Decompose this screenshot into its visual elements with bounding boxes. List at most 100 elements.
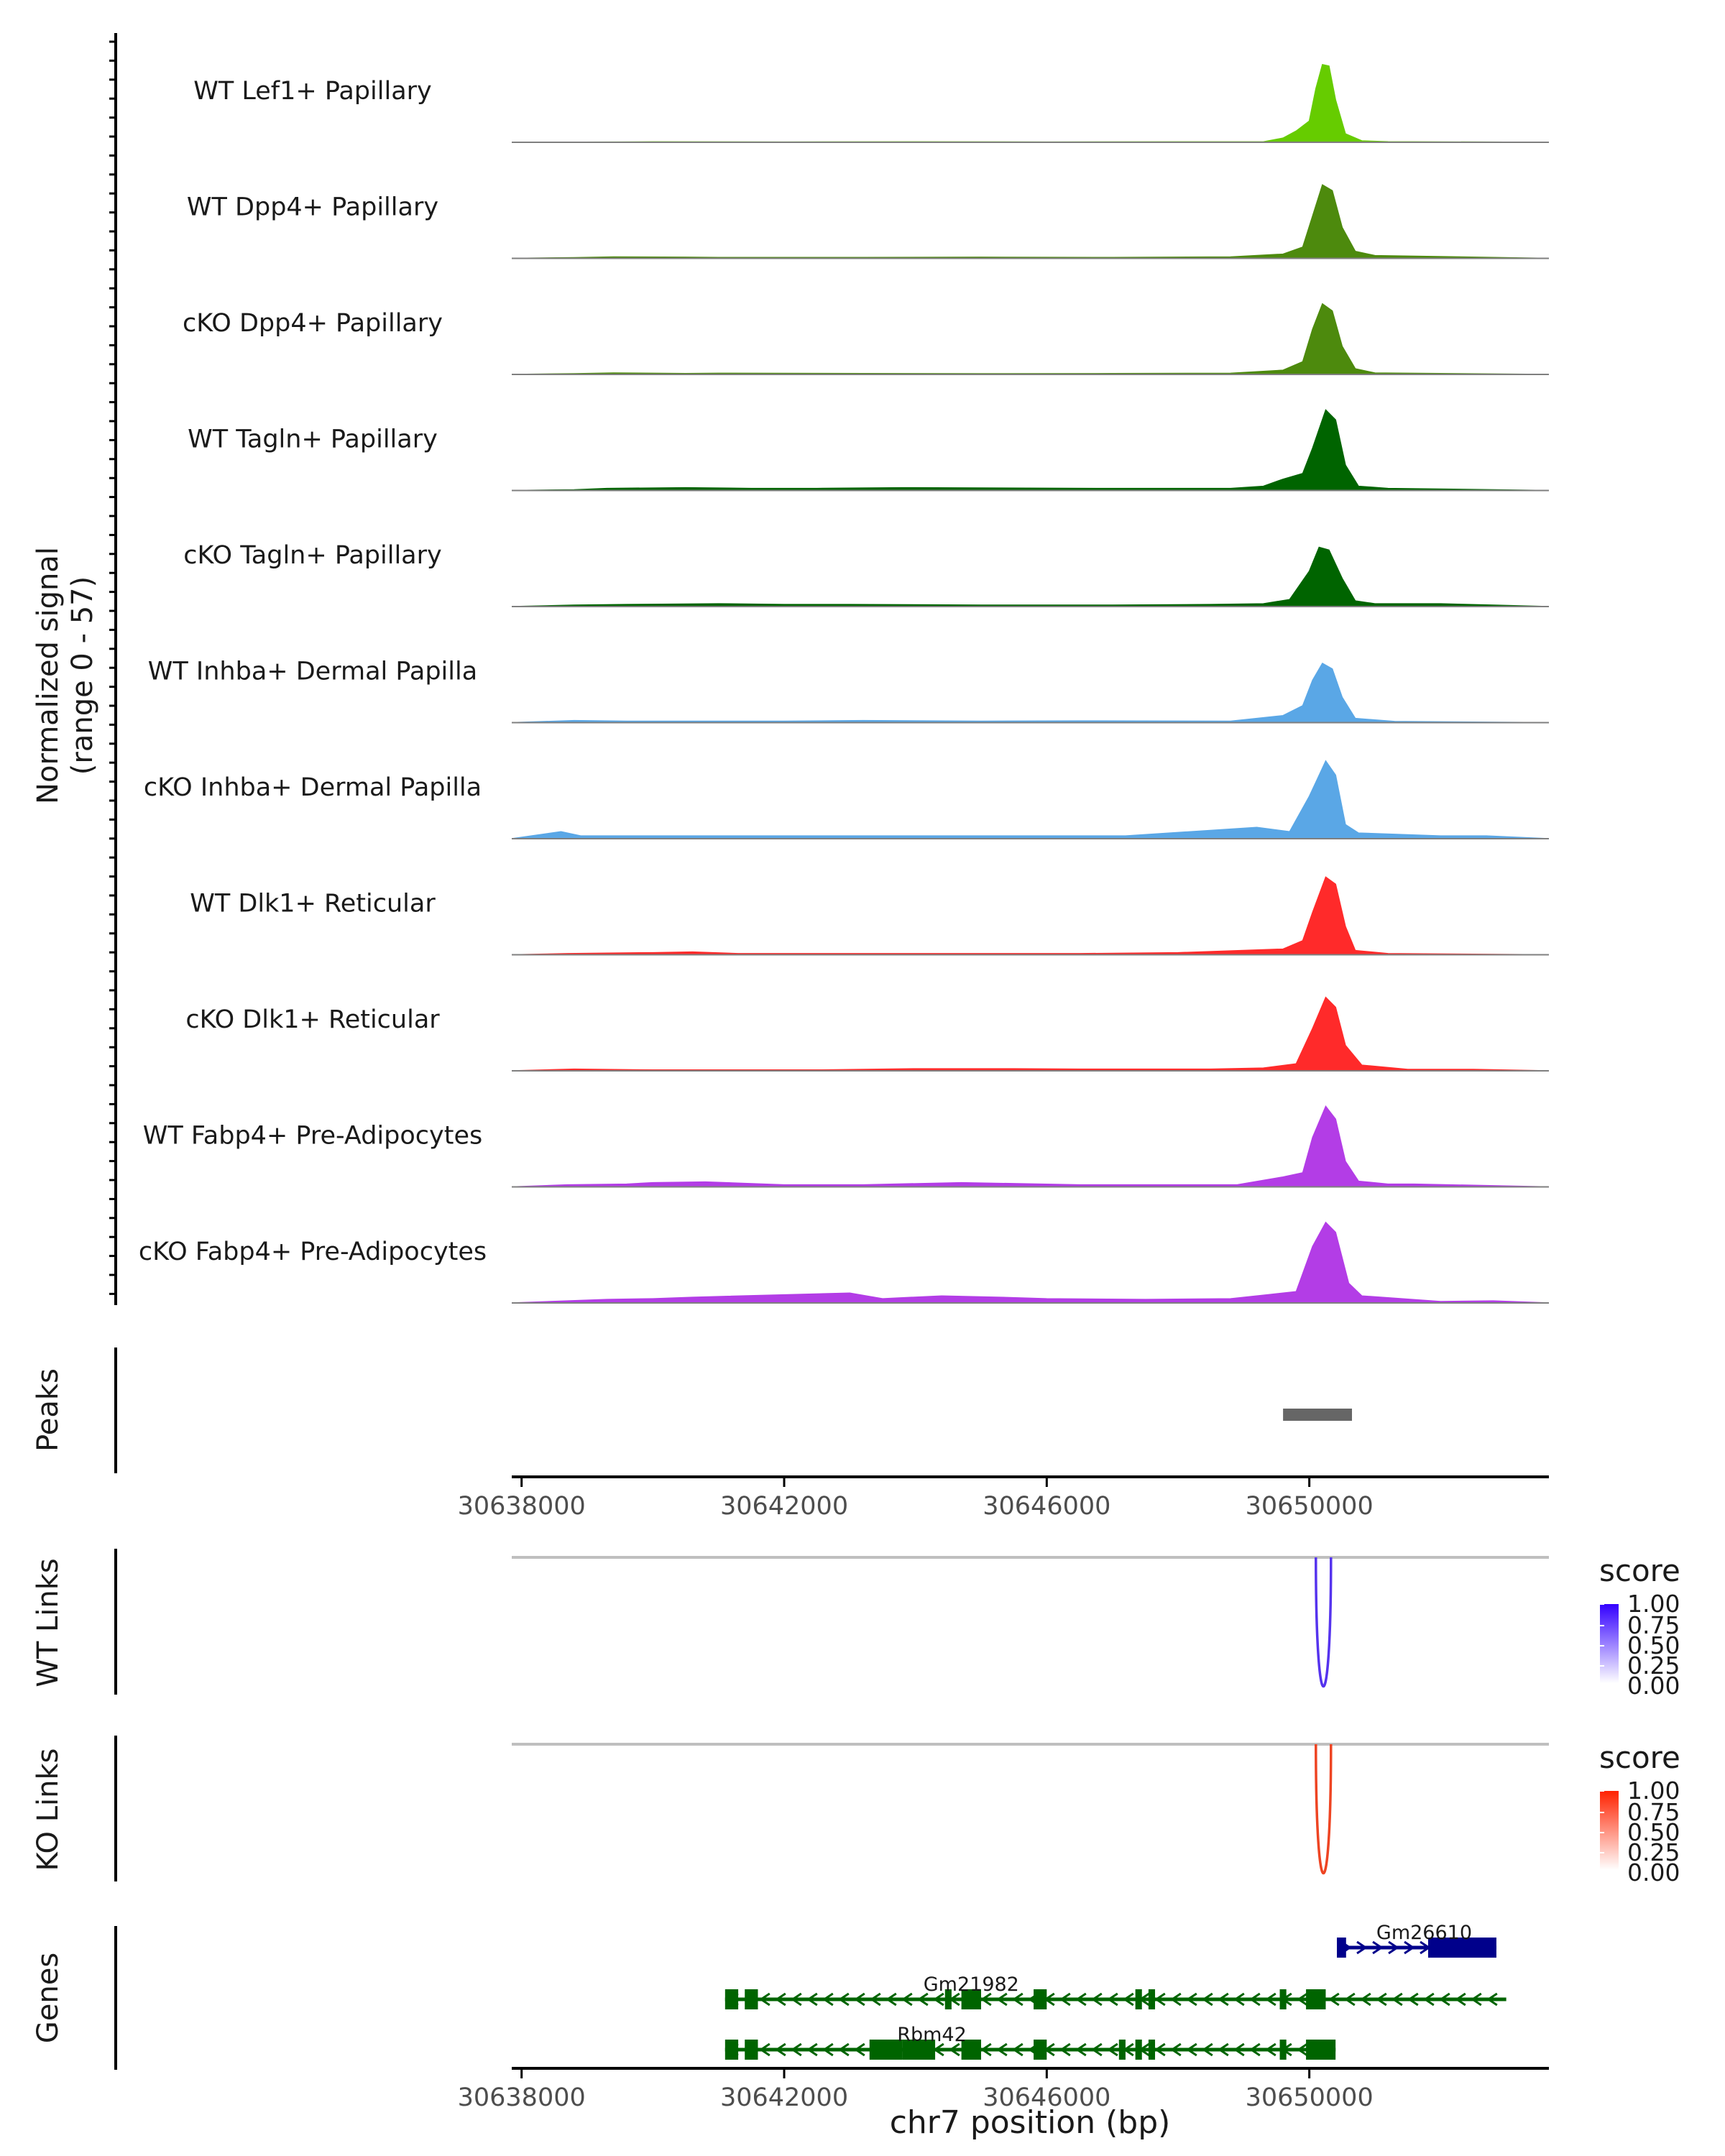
track-label-cko-dlk1-reticular: cKO Dlk1+ Reticular bbox=[185, 1005, 440, 1034]
coverage-area-wt-tagln-papillary bbox=[511, 409, 1550, 492]
gene-strand-arrow bbox=[1388, 1940, 1399, 1955]
gene-strand-arrow bbox=[1186, 2042, 1197, 2057]
peaks-panel: Peaks 30638000 30642000 30646000 30650000 bbox=[32, 1348, 1549, 1521]
gene-strand-arrow bbox=[1091, 2042, 1103, 2057]
gene-strand-arrow bbox=[1075, 1992, 1087, 2007]
gene-exon bbox=[1279, 2040, 1287, 2060]
gene-strand-arrow bbox=[996, 2042, 1008, 2057]
wt-link-arcs bbox=[1315, 1557, 1333, 1687]
gene-strand-arrow bbox=[854, 1992, 865, 2007]
gene-strand-arrow bbox=[838, 1992, 850, 2007]
x-tick-label: 30642000 bbox=[720, 1492, 848, 1521]
gene-strand-arrow bbox=[1218, 1992, 1229, 2007]
gene-strand-arrow bbox=[1328, 1992, 1340, 2007]
gene-exon bbox=[1135, 1989, 1142, 2009]
gene-strand-arrow bbox=[1107, 2042, 1118, 2057]
gene-strand-arrow bbox=[1107, 1992, 1118, 2007]
wt-link-arc bbox=[1315, 1557, 1333, 1687]
track-label-wt-inhba-dermal-papilla: WT Inhba+ Dermal Papilla bbox=[148, 658, 477, 686]
gene-exon bbox=[1135, 2040, 1142, 2060]
gene-exon bbox=[1337, 1938, 1346, 1958]
gene-strand-arrow bbox=[1486, 1992, 1498, 2007]
ko-legend-tick-label: 0.50 bbox=[1627, 1818, 1680, 1846]
gene-strand-arrow bbox=[980, 2042, 992, 2057]
gene-strand-arrow bbox=[1012, 1992, 1024, 2007]
gene-strand-arrow bbox=[1075, 2042, 1087, 2057]
ko-link-arc bbox=[1315, 1743, 1333, 1874]
ko-links-legend-title: score bbox=[1599, 1740, 1680, 1775]
x-tick-label: 30638000 bbox=[458, 2083, 586, 2112]
gene-strand-arrow bbox=[1154, 1992, 1166, 2007]
x-tick-label: 30646000 bbox=[983, 1492, 1110, 1521]
gene-strand-arrow bbox=[1265, 1992, 1276, 2007]
gene-strand-arrow bbox=[806, 1992, 818, 2007]
gene-exon bbox=[724, 1989, 739, 2009]
track-label-cko-tagln-papillary: cKO Tagln+ Papillary bbox=[183, 541, 442, 570]
ko-legend-tick-label: 1.00 bbox=[1627, 1777, 1680, 1805]
ko-legend-tick-label: 0.00 bbox=[1627, 1858, 1680, 1886]
gene-exon bbox=[902, 2040, 936, 2060]
gene-exon bbox=[1118, 2040, 1126, 2060]
gene-strand-arrow bbox=[949, 2042, 960, 2057]
wt-links-legend-ticks: 1.000.750.500.250.00 bbox=[1600, 1590, 1680, 1700]
gene-strand-arrow bbox=[1404, 1940, 1415, 1955]
gene-strand-arrow bbox=[1059, 2042, 1071, 2057]
wt-links-colorbar bbox=[1600, 1604, 1619, 1683]
gene-strand-arrow bbox=[775, 1992, 786, 2007]
gene-strand-arrow bbox=[822, 2042, 834, 2057]
x-tick-label: 30650000 bbox=[1246, 1492, 1374, 1521]
gene-models: Gm26610 Gm21982 Rbm42 bbox=[724, 1922, 1506, 2060]
wt-legend-tick-label: 1.00 bbox=[1627, 1590, 1680, 1618]
gene-strand-arrow bbox=[870, 1992, 881, 2007]
coverage-area-cko-fabp4-pre-adipocytes bbox=[511, 1221, 1550, 1304]
gene-strand-arrow bbox=[886, 1992, 897, 2007]
coverage-y-ticks bbox=[109, 40, 116, 1295]
peak-region bbox=[1283, 1409, 1353, 1421]
gene-exon bbox=[961, 1989, 982, 2009]
gene-strand-arrow bbox=[1265, 2042, 1276, 2057]
ko-links-panel: KO Links score 1.000.750.500.250.00 bbox=[32, 1736, 1680, 1886]
gene-strand-arrow bbox=[1249, 1992, 1261, 2007]
gene-strand-arrow bbox=[1233, 2042, 1245, 2057]
x-tick-label: 30650000 bbox=[1246, 2083, 1374, 2112]
peaks-axis-title: Peaks bbox=[32, 1368, 65, 1452]
gene-exon bbox=[1279, 1989, 1287, 2009]
wt-links-legend-title: score bbox=[1599, 1553, 1680, 1588]
gene-exon bbox=[724, 2040, 739, 2060]
coverage-area-wt-dpp4-papillary bbox=[511, 184, 1550, 259]
gene-strand-arrow bbox=[1249, 2042, 1261, 2057]
coverage-area-cko-inhba-dermal-papilla bbox=[511, 760, 1550, 839]
coverage-area-wt-lef1-papillary bbox=[511, 64, 1550, 143]
ko-links-axis-title: KO Links bbox=[32, 1749, 65, 1871]
gene-strand-arrow bbox=[1407, 1992, 1419, 2007]
gene-exon bbox=[745, 2040, 758, 2060]
coverage-area-cko-dpp4-papillary bbox=[511, 303, 1550, 375]
gene-exon bbox=[1148, 2040, 1156, 2060]
x-axis-title: chr7 position (bp) bbox=[890, 2104, 1171, 2141]
ko-links-colorbar bbox=[1600, 1791, 1619, 1870]
genes-x-ticks: 30638000 30642000 30646000 30650000 bbox=[458, 2068, 1374, 2112]
ko-links-legend-ticks: 1.000.750.500.250.00 bbox=[1600, 1777, 1680, 1886]
gene-exon bbox=[961, 2040, 982, 2060]
gene-strand-arrow bbox=[822, 1992, 834, 2007]
gene-strand-arrow bbox=[1356, 1940, 1368, 1955]
gene-strand-arrow bbox=[980, 1992, 992, 2007]
gene-strand-arrow bbox=[806, 2042, 818, 2057]
peak-regions bbox=[1283, 1409, 1353, 1421]
gene-strand-arrow bbox=[791, 2042, 802, 2057]
coverage-panel: Normalized signal (range 0 - 57) WT Lef1… bbox=[32, 33, 1550, 1305]
genes-axis-title: Genes bbox=[32, 1953, 65, 2043]
x-tick-label: 30642000 bbox=[720, 2083, 848, 2112]
coverage-area-cko-dlk1-reticular bbox=[511, 996, 1550, 1072]
gene-strand-arrow bbox=[1170, 1992, 1182, 2007]
gene-strand-arrow bbox=[759, 1992, 770, 2007]
track-label-cko-inhba-dermal-papilla: cKO Inhba+ Dermal Papilla bbox=[144, 773, 482, 802]
x-tick-label: 30646000 bbox=[983, 2083, 1110, 2112]
gene-strand-arrow bbox=[1123, 1992, 1134, 2007]
gene-strand-arrow bbox=[838, 2042, 850, 2057]
gene-exon bbox=[944, 1989, 952, 2009]
gene-strand-arrow bbox=[1360, 1992, 1371, 2007]
gene-strand-arrow bbox=[901, 1992, 913, 2007]
gene-strand-arrow bbox=[854, 2042, 865, 2057]
wt-legend-tick-label: 0.00 bbox=[1627, 1672, 1680, 1700]
